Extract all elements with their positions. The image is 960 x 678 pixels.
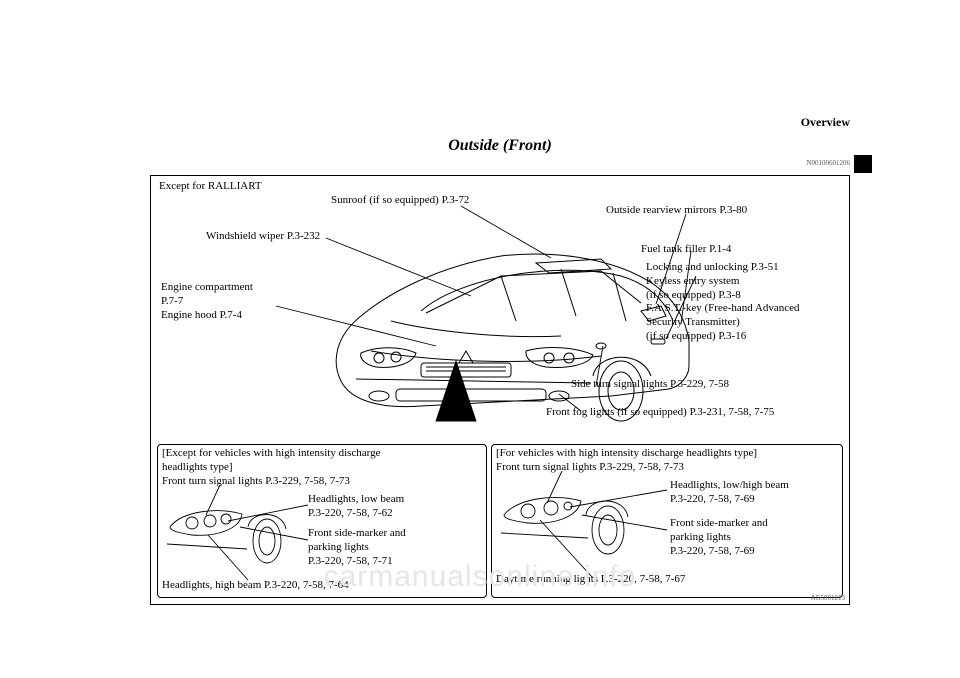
sub-right-side-marker: Front side-marker and parking lights P.3…	[670, 517, 768, 558]
sub-left-leaders	[158, 445, 488, 599]
label-mirrors: Outside rearview mirrors P.3-80	[606, 204, 747, 218]
label-locking: Locking and unlocking P.3-51 Keyless ent…	[646, 261, 846, 344]
sub-left-high-beam: Headlights, high beam P.3-220, 7-58, 7-6…	[162, 579, 349, 593]
label-front-fog: Front fog lights (if so equipped) P.3-23…	[546, 406, 774, 420]
sub-left-side-marker: Front side-marker and parking lights P.3…	[308, 527, 406, 568]
thumb-tab	[854, 155, 872, 173]
label-fuel: Fuel tank filler P.1-4	[641, 243, 731, 257]
code-top: N00100601206	[806, 159, 850, 167]
label-engine: Engine compartment P.7-7 Engine hood P.7…	[161, 281, 253, 322]
label-side-turn: Side turn signal lights P.3-229, 7-58	[571, 378, 729, 392]
sub-box-standard: [Except for vehicles with high intensity…	[157, 444, 487, 598]
label-wiper: Windshield wiper P.3-232	[206, 230, 320, 244]
sub-right-low-high: Headlights, low/high beam P.3-220, 7-58,…	[670, 479, 789, 507]
page-title: Outside (Front)	[150, 137, 850, 155]
diagram-frame: Except for RALLIART	[150, 175, 850, 605]
label-sunroof: Sunroof (if so equipped) P.3-72	[331, 194, 469, 208]
section-header: Overview	[801, 115, 850, 130]
sub-box-hid: [For vehicles with high intensity discha…	[491, 444, 843, 598]
code-bottom: AG5001213	[810, 594, 845, 602]
sub-left-low-beam: Headlights, low beam P.3-220, 7-58, 7-62	[308, 493, 404, 521]
sub-right-daytime: Daytime running lights P.3-220, 7-58, 7-…	[496, 573, 685, 587]
